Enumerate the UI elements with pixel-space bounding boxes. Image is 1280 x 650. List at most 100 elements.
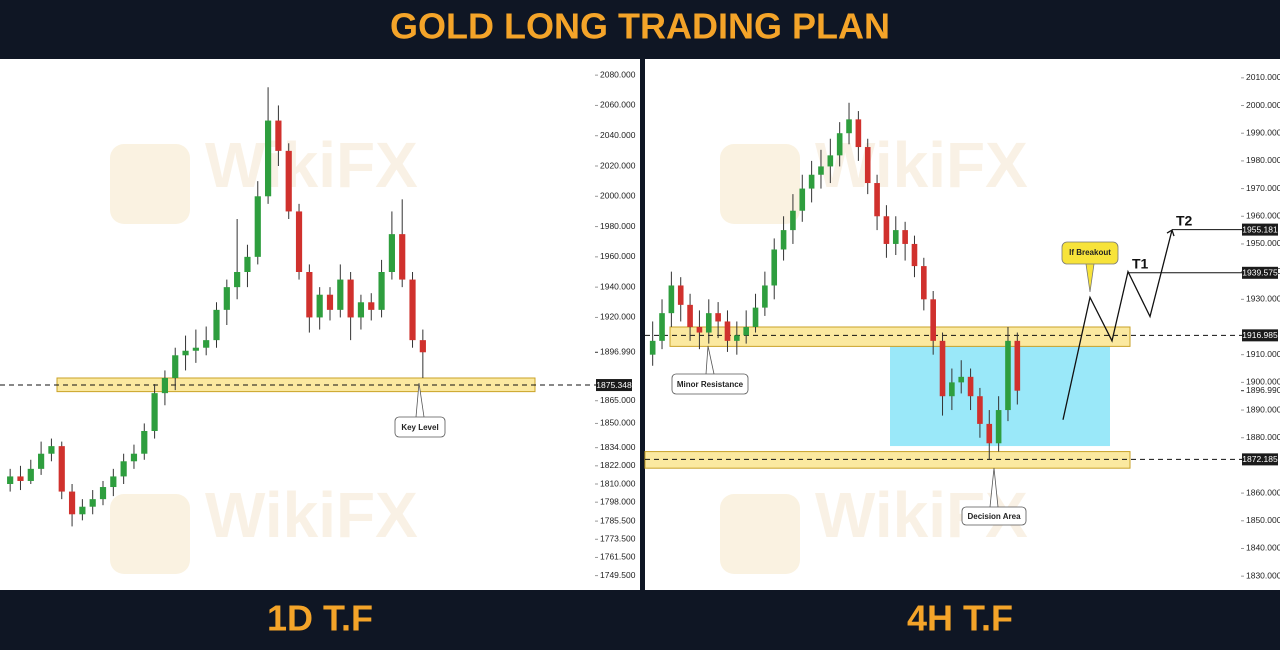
callout-pointer xyxy=(705,345,715,375)
candle-body xyxy=(254,196,261,257)
candle-body xyxy=(58,446,65,492)
candle-body xyxy=(846,119,852,134)
candle-body xyxy=(743,327,749,336)
candle-body xyxy=(677,285,684,305)
candle-body xyxy=(780,230,787,250)
candle-body xyxy=(68,491,76,515)
target-name: T1 xyxy=(1132,256,1149,272)
candle-body xyxy=(892,230,899,244)
y-tick-label: 1860.000 xyxy=(1246,487,1280,497)
price-tag-label: 1875.348 xyxy=(596,380,632,390)
candle-body xyxy=(295,211,303,272)
candle-body xyxy=(316,294,323,318)
candle-body xyxy=(715,313,721,322)
y-tick-label: 1890.000 xyxy=(1246,404,1280,414)
candle-body xyxy=(734,335,740,341)
candle-body xyxy=(864,147,871,184)
candle-body xyxy=(827,155,834,167)
candle-body xyxy=(79,506,86,515)
price-tag xyxy=(1242,223,1278,236)
candle-body xyxy=(939,340,946,397)
y-tick-label: 1830.000 xyxy=(1246,570,1280,580)
candle-body xyxy=(790,210,796,231)
y-tick-label: 1960.000 xyxy=(600,251,636,261)
candle-body xyxy=(7,476,14,484)
candle-body xyxy=(752,307,759,327)
y-tick-label: 1761.500 xyxy=(600,552,636,562)
candle-body xyxy=(419,340,426,353)
candle-body xyxy=(902,230,908,244)
right-panel xyxy=(645,59,1280,590)
candle-body xyxy=(120,461,127,477)
candle-body xyxy=(874,183,880,217)
price-tag xyxy=(596,379,632,392)
price-tag xyxy=(1242,329,1278,342)
callout-text: If Breakout xyxy=(1069,248,1111,257)
page-title: GOLD LONG TRADING PLAN xyxy=(390,6,890,47)
candle-body xyxy=(38,453,45,469)
watermark-logo xyxy=(110,144,190,224)
callout-box xyxy=(671,373,749,395)
y-tick-label: 2000.000 xyxy=(600,191,636,201)
candle-body xyxy=(930,299,936,341)
y-tick-label: 1773.500 xyxy=(600,534,636,544)
candle-body xyxy=(285,150,292,212)
y-tick-label: 1840.000 xyxy=(1246,543,1280,553)
candle-body xyxy=(151,393,158,431)
y-tick-label: 1950.000 xyxy=(1246,238,1280,248)
y-tick-label: 1785.500 xyxy=(600,515,636,525)
y-tick-label: 1798.000 xyxy=(600,496,636,506)
panel-caption: 4H T.F xyxy=(907,598,1013,639)
candle-body xyxy=(836,133,843,156)
callout-box xyxy=(1061,241,1119,265)
callout-box xyxy=(961,506,1027,526)
y-tick-label: 1822.000 xyxy=(600,460,636,470)
candle-body xyxy=(409,279,416,341)
price-tag xyxy=(1242,453,1278,466)
candle-body xyxy=(130,453,138,462)
y-tick-label: 1880.000 xyxy=(1246,432,1280,442)
y-tick-label: 1920.000 xyxy=(600,312,636,322)
y-tick-label: 1865.000 xyxy=(600,395,636,405)
watermark-logo xyxy=(720,144,800,224)
callout-text: Key Level xyxy=(401,423,438,432)
candle-body xyxy=(949,382,955,397)
candle-body xyxy=(911,243,918,267)
candle-body xyxy=(192,347,199,351)
candle-body xyxy=(182,350,189,356)
candle-body xyxy=(110,476,117,488)
candle-body xyxy=(89,499,96,507)
candle-body xyxy=(986,423,993,444)
candle-body xyxy=(967,376,974,397)
candle-body xyxy=(977,396,983,424)
y-tick-label: 2020.000 xyxy=(600,160,636,170)
candle-body xyxy=(958,376,965,383)
y-tick-label: 1834.000 xyxy=(600,442,636,452)
watermark: WikiFX xyxy=(205,129,418,201)
candle-body xyxy=(244,256,251,272)
y-tick-label: 1930.000 xyxy=(1246,294,1280,304)
callout-box xyxy=(394,416,446,438)
candle-body xyxy=(17,476,24,481)
candle-body xyxy=(883,216,890,244)
candle-body xyxy=(399,234,406,280)
price-tag-label: 1955.181 xyxy=(1242,224,1278,234)
watermark-logo xyxy=(110,494,190,574)
y-tick-label: 2080.000 xyxy=(600,69,636,79)
panel-caption: 1D T.F xyxy=(267,598,373,639)
price-tag xyxy=(1242,266,1278,279)
candle-body xyxy=(668,285,675,314)
y-tick-label: 1980.000 xyxy=(600,221,636,231)
candle-body xyxy=(141,431,148,454)
candle-body xyxy=(649,340,656,355)
zone xyxy=(644,451,1131,469)
y-tick-label: 1910.000 xyxy=(1246,349,1280,359)
y-tick-label: 1980.000 xyxy=(1246,155,1280,165)
price-tag-label: 1939.575 xyxy=(1242,268,1278,278)
candle-body xyxy=(388,234,395,272)
candle-body xyxy=(161,378,169,394)
candle-body xyxy=(705,313,712,333)
candle-body xyxy=(818,166,824,175)
candle-body xyxy=(275,120,282,151)
y-tick-label: 1850.000 xyxy=(1246,515,1280,525)
